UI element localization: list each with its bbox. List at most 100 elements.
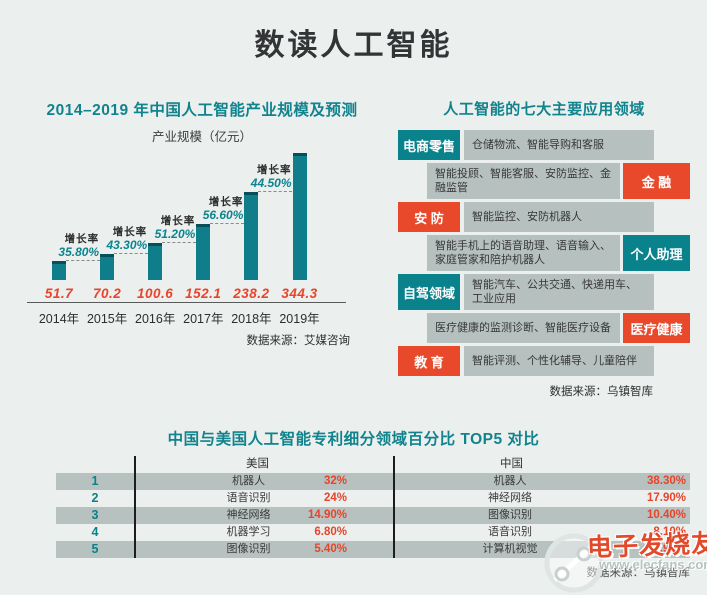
growth-rate-value: 43.30% bbox=[106, 237, 148, 252]
patent-us-name: 机器人 bbox=[232, 475, 265, 487]
x-axis-line bbox=[27, 302, 346, 303]
patent-cn-value: 10.40% bbox=[646, 509, 686, 521]
growth-rate-value: 35.80% bbox=[58, 244, 100, 259]
app-row: 智能手机上的语音助理、语音输入、家庭管家和陪护机器人 个人助理 bbox=[398, 235, 690, 271]
growth-rate-value: 51.20% bbox=[154, 226, 196, 241]
growth-rate-value: 44.50% bbox=[250, 175, 292, 190]
patent-rank: 4 bbox=[91, 525, 99, 539]
bar-year-label: 2015年 bbox=[86, 312, 128, 326]
industry-chart-title: 2014–2019 年中国人工智能产业规模及预测 bbox=[46, 102, 358, 119]
patent-rank: 2 bbox=[91, 491, 99, 505]
growth-annotation: 增长率 35.80% bbox=[27, 233, 99, 258]
growth-rate-label: 增长率 bbox=[64, 233, 100, 245]
bar bbox=[244, 192, 259, 280]
patent-cn-value: 8.10% bbox=[653, 526, 686, 538]
patent-cn-value: 17.90% bbox=[646, 492, 686, 504]
app-category-badge: 金 融 bbox=[623, 163, 690, 199]
growth-dash-line bbox=[210, 223, 245, 224]
watermark: 电子发烧友 www.elecfans.com bbox=[543, 524, 707, 595]
bar bbox=[292, 153, 307, 280]
bar-value-label: 100.6 bbox=[137, 286, 174, 301]
growth-annotation: 增长率 43.30% bbox=[75, 226, 147, 251]
bar-value-label: 238.2 bbox=[233, 286, 270, 301]
bar bbox=[100, 254, 115, 280]
patents-header-us: 美国 bbox=[246, 458, 269, 470]
bar bbox=[196, 224, 211, 280]
patent-cn-name: 语音识别 bbox=[488, 526, 532, 538]
patents-table-header: 美国 中国 bbox=[56, 456, 690, 473]
growth-rate-label: 增长率 bbox=[160, 215, 196, 227]
patent-us-name: 图像识别 bbox=[226, 543, 271, 555]
bar bbox=[148, 243, 163, 280]
bar-year-label: 2017年 bbox=[183, 312, 224, 326]
growth-annotation: 增长率 44.50% bbox=[220, 164, 292, 189]
patent-row: 5 图像识别 5.40% 计算机视觉 5.90% bbox=[56, 541, 690, 558]
app-examples: 智能评测、个性化辅导、儿童陪伴 bbox=[464, 346, 654, 376]
growth-rate-label: 增长率 bbox=[112, 226, 148, 238]
growth-rate-label: 增长率 bbox=[257, 164, 292, 176]
patents-header-rank-spacer bbox=[56, 456, 134, 473]
patent-us-name: 语音识别 bbox=[226, 492, 271, 504]
growth-dash-line bbox=[114, 253, 149, 254]
app-row: 医疗健康的监测诊断、智能医疗设备 医疗健康 bbox=[398, 313, 690, 343]
growth-annotation: 增长率 51.20% bbox=[123, 215, 196, 241]
page-title: 数读人工智能 bbox=[254, 29, 453, 62]
bar bbox=[52, 261, 66, 280]
patent-cn-name: 神经网络 bbox=[488, 492, 532, 504]
app-examples: 智能监控、安防机器人 bbox=[464, 202, 654, 232]
patent-cn-name: 计算机视觉 bbox=[482, 543, 538, 555]
patent-row: 3 神经网络 14.90% 图像识别 10.40% bbox=[56, 507, 690, 524]
watermark-site: www.elecfans.com bbox=[599, 557, 707, 572]
patent-us-value: 6.80% bbox=[314, 526, 347, 538]
app-category-badge: 医疗健康 bbox=[623, 313, 690, 343]
growth-dash-line bbox=[66, 260, 101, 261]
patents-table-rows: 1 机器人 32% 机器人 38.30% 2 语音识别 24% 神经网络 17.90% 3 神经网络 1… bbox=[56, 473, 690, 558]
growth-rate-label: 增长率 bbox=[208, 196, 244, 208]
app-row: 教 育智能评测、个性化辅导、儿童陪伴 bbox=[398, 346, 690, 376]
app-category-badge: 电商零售 bbox=[398, 130, 460, 160]
patents-header-cn: 中国 bbox=[500, 458, 523, 470]
patents-table: 美国 中国 1 机器人 32% 机器人 38.30% 2 语音识别 24% 神经网络 17.90%… bbox=[56, 456, 690, 558]
industry-bar-plot: 51.7 2014年 70.2 2015年 增长率 35.80% 100.6 2016年 增长率… bbox=[22, 145, 372, 330]
app-category-badge: 安 防 bbox=[398, 202, 460, 232]
bar-year-label: 2016年 bbox=[135, 312, 176, 326]
patent-us-value: 24% bbox=[323, 492, 347, 504]
patent-cn-name: 机器人 bbox=[493, 475, 527, 487]
patent-rank: 1 bbox=[91, 474, 99, 488]
patent-us-value: 32% bbox=[323, 475, 347, 487]
patent-us-name: 神经网络 bbox=[226, 509, 271, 521]
growth-annotation: 增长率 56.60% bbox=[171, 196, 244, 222]
patents-divider-left bbox=[134, 456, 136, 558]
bar-value-label: 70.2 bbox=[92, 286, 122, 301]
patent-cn-name: 图像识别 bbox=[488, 509, 532, 521]
app-examples: 医疗健康的监测诊断、智能医疗设备 bbox=[427, 313, 620, 343]
patent-us-value: 14.90% bbox=[307, 509, 347, 521]
app-examples: 智能手机上的语音助理、语音输入、家庭管家和陪护机器人 bbox=[427, 235, 620, 271]
patent-cn-value: 38.30% bbox=[646, 475, 686, 487]
app-examples: 智能汽车、公共交通、快递用车、工业应用 bbox=[464, 274, 654, 310]
app-row: 自驾领域 智能汽车、公共交通、快递用车、工业应用 bbox=[398, 274, 690, 310]
app-row: 智能投顾、智能客服、安防监控、金融监管金 融 bbox=[398, 163, 690, 199]
patent-row: 4 机器学习 6.80% 语音识别 8.10% bbox=[56, 524, 690, 541]
patent-rank: 5 bbox=[91, 542, 99, 556]
app-category-badge: 教 育 bbox=[398, 346, 460, 376]
patents-divider-mid bbox=[393, 456, 395, 558]
app-examples: 智能投顾、智能客服、安防监控、金融监管 bbox=[427, 163, 620, 199]
patent-us-value: 5.40% bbox=[314, 543, 347, 555]
patent-cn-value: 5.90% bbox=[653, 543, 686, 555]
industry-chart-section: 2014–2019 年中国人工智能产业规模及预测 产业规模（亿元） 51.7 20… bbox=[22, 98, 382, 360]
patents-title: 中国与美国人工智能专利细分领域百分比 TOP5 对比 bbox=[167, 431, 540, 448]
growth-rate-value: 56.60% bbox=[202, 207, 244, 222]
app-row: 电商零售 仓储物流、智能导购和客服 bbox=[398, 130, 690, 160]
apps-section: 人工智能的七大主要应用领域 电商零售 仓储物流、智能导购和客服 智能投顾、智能客服、… bbox=[398, 98, 690, 399]
patent-row: 1 机器人 32% 机器人 38.30% bbox=[56, 473, 690, 490]
patents-source: 数据来源：乌镇智库 bbox=[586, 567, 691, 579]
bar-year-label: 2014年 bbox=[38, 312, 80, 326]
patent-rank: 3 bbox=[91, 508, 99, 522]
industry-chart-subtitle: 产业规模（亿元） bbox=[151, 130, 252, 144]
bar-year-label: 2019年 bbox=[279, 312, 320, 326]
bar-value-label: 344.3 bbox=[281, 286, 318, 301]
apps-rows: 电商零售 仓储物流、智能导购和客服 智能投顾、智能客服、安防监控、金融监管金 融安 … bbox=[398, 130, 690, 376]
industry-chart-source: 数据来源：艾媒咨询 bbox=[246, 335, 351, 347]
apps-title: 人工智能的七大主要应用领域 bbox=[443, 101, 645, 118]
